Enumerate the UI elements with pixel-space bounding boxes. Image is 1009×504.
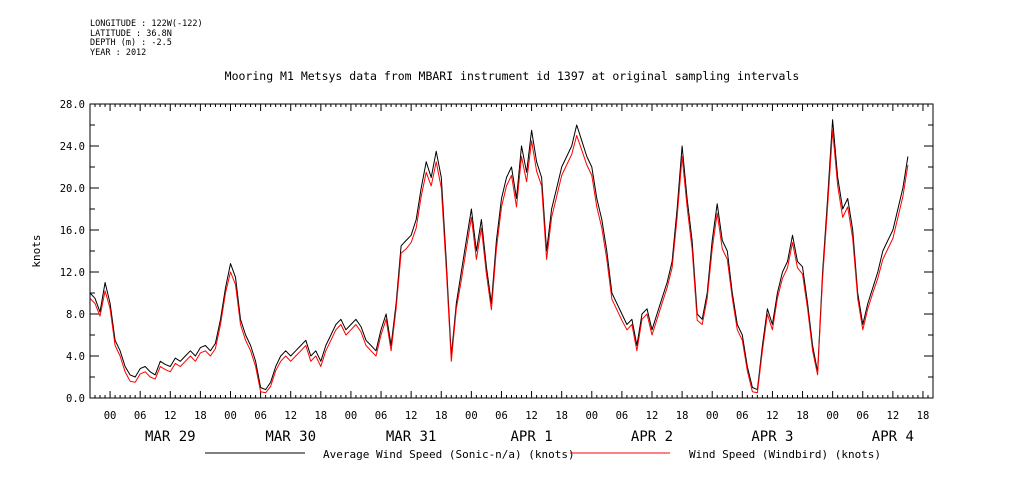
year-label: YEAR : 2012 bbox=[90, 47, 147, 58]
x-hour-tick-label: 18 bbox=[917, 410, 930, 422]
x-hour-tick-label: 12 bbox=[887, 410, 900, 422]
x-day-label: APR 4 bbox=[872, 429, 914, 445]
y-axis-label: knots bbox=[30, 234, 43, 267]
x-day-label: MAR 30 bbox=[265, 429, 316, 445]
latitude-label: LATITUDE : 36.8N bbox=[90, 28, 172, 39]
x-hour-tick-label: 18 bbox=[314, 410, 327, 422]
y-tick-label: 4.0 bbox=[66, 351, 85, 363]
x-hour-tick-label: 12 bbox=[164, 410, 177, 422]
y-axis: 0.0 4.0 8.0 12.0 16.0 20.0 24.0 28.0 bbox=[60, 99, 933, 405]
x-day-label: APR 3 bbox=[751, 429, 793, 445]
x-hour-tick-label: 00 bbox=[224, 410, 237, 422]
x-hour-tick-label: 06 bbox=[736, 410, 749, 422]
x-hour-tick-label: 12 bbox=[525, 410, 538, 422]
x-hour-tick-label: 00 bbox=[706, 410, 719, 422]
x-day-label: MAR 29 bbox=[145, 429, 196, 445]
x-hour-tick-label: 00 bbox=[585, 410, 598, 422]
legend-label-series-2: Wind Speed (Windbird) (knots) bbox=[689, 448, 881, 461]
x-hour-tick-label: 06 bbox=[375, 410, 388, 422]
x-hour-tick-label: 06 bbox=[495, 410, 508, 422]
x-hour-tick-label: 00 bbox=[826, 410, 839, 422]
series-line-1 bbox=[89, 119, 909, 391]
plot-frame bbox=[89, 103, 934, 399]
plot-area bbox=[89, 119, 909, 394]
x-hour-tick-label: 12 bbox=[646, 410, 659, 422]
x-day-label: MAR 31 bbox=[386, 429, 437, 445]
y-tick-label: 0.0 bbox=[66, 393, 85, 405]
depth-label: DEPTH (m) : -2.5 bbox=[90, 38, 172, 49]
y-tick-label: 16.0 bbox=[60, 225, 85, 237]
y-tick-label: 28.0 bbox=[60, 99, 85, 111]
x-day-label: APR 2 bbox=[631, 429, 673, 445]
x-hour-tick-label: 12 bbox=[405, 410, 418, 422]
metadata-block: LONGITUDE : 122W(-122) LATITUDE : 36.8N … bbox=[90, 19, 203, 58]
x-hour-tick-label: 06 bbox=[134, 410, 147, 422]
x-hour-tick-label: 06 bbox=[616, 410, 629, 422]
legend: Average Wind Speed (Sonic-n/a) (knots) Wi… bbox=[205, 448, 881, 461]
x-hour-tick-label: 06 bbox=[856, 410, 869, 422]
chart-title: Mooring M1 Metsys data from MBARI instru… bbox=[225, 69, 800, 83]
x-hour-tick-label: 12 bbox=[766, 410, 779, 422]
legend-label-series-1: Average Wind Speed (Sonic-n/a) (knots) bbox=[323, 448, 575, 461]
longitude-label: LONGITUDE : 122W(-122) bbox=[90, 19, 203, 29]
x-hour-tick-label: 12 bbox=[284, 410, 297, 422]
y-tick-label: 20.0 bbox=[60, 183, 85, 195]
y-tick-label: 12.0 bbox=[60, 267, 85, 279]
x-hour-tick-label: 18 bbox=[555, 410, 568, 422]
x-hour-tick-label: 18 bbox=[796, 410, 809, 422]
x-day-label: APR 1 bbox=[510, 429, 552, 445]
x-hour-tick-label: 00 bbox=[465, 410, 478, 422]
x-hour-tick-label: 00 bbox=[104, 410, 117, 422]
x-axis: 00 06 12 18 00 06 12 18 00 06 12 18 00 06 12 18 00 06 12 18… bbox=[89, 104, 934, 445]
y-tick-label: 24.0 bbox=[60, 141, 85, 153]
series-line-2 bbox=[89, 129, 909, 394]
x-hour-tick-label: 00 bbox=[345, 410, 358, 422]
y-tick-label: 8.0 bbox=[66, 309, 85, 321]
x-hour-tick-label: 18 bbox=[676, 410, 689, 422]
x-hour-tick-label: 18 bbox=[435, 410, 448, 422]
x-hour-tick-label: 18 bbox=[194, 410, 207, 422]
x-hour-tick-label: 06 bbox=[254, 410, 267, 422]
